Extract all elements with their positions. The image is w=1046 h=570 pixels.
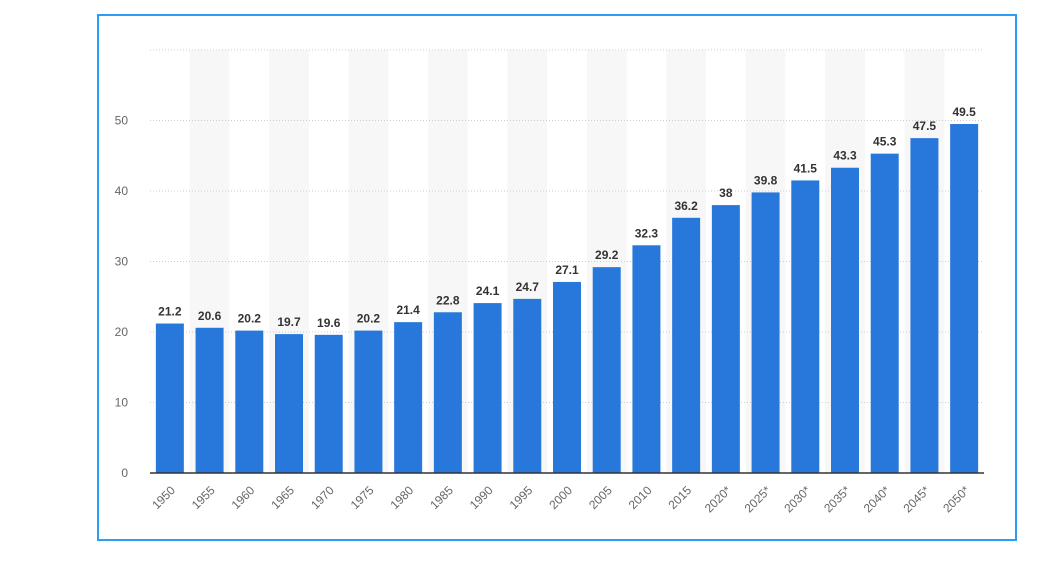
x-tick-label: 2000 [546,483,575,512]
bar [950,124,979,474]
bar-value-label: 22.8 [436,293,460,307]
bar-value-label: 39.8 [754,173,778,187]
bar-value-label: 32.3 [635,226,659,240]
bar-value-label: 20.2 [357,312,381,326]
bar-value-label: 24.1 [476,284,500,298]
x-tick-label: 1985 [427,483,456,512]
x-tick-label: 2030* [781,483,813,515]
bar-value-label: 27.1 [555,263,579,277]
y-tick-label: 50 [115,114,129,128]
bar-value-labels: 21.2 20.6 20.2 19.7 19.6 20.2 21.4 22.8 24.1 24.7… [158,105,976,330]
bar-value-label: 43.3 [833,149,857,163]
y-tick-label: 20 [115,325,129,339]
bar [513,298,542,473]
bar-value-label: 38 [719,186,733,200]
y-tick-label: 10 [115,396,129,410]
bar [672,217,701,473]
bar [433,312,462,473]
x-tick-label: 2015 [665,483,694,512]
bar-value-label: 19.7 [277,315,301,329]
bars [155,124,979,474]
bar-value-label: 45.3 [873,135,897,149]
bar-value-label: 36.2 [674,199,698,213]
y-tick-label: 0 [121,466,128,480]
bar-value-label: 49.5 [952,105,976,119]
y-tick-label: 30 [115,255,129,269]
bar-value-label: 24.7 [516,280,540,294]
x-tick-label: 2010 [626,483,655,512]
bar-value-label: 41.5 [794,161,818,175]
bar [870,153,899,473]
bar [394,322,423,473]
x-tick-label: 1955 [189,483,218,512]
x-tick-label: 1980 [387,483,416,512]
x-tick-label: 1990 [467,483,496,512]
bar-value-label: 47.5 [913,119,937,133]
bar [235,330,264,473]
x-axis-tick-labels: 1950 1955 1960 1965 1970 1975 1980 1985 1990 1995… [149,483,972,515]
x-tick-label: 1995 [507,483,536,512]
x-tick-label: 2045* [900,483,932,515]
bar [711,205,740,473]
x-tick-label: 2035* [821,483,853,515]
bar [155,323,184,473]
bar [275,334,303,473]
x-tick-label: 1975 [348,483,377,512]
x-tick-label: 2025* [742,483,774,515]
x-tick-label: 1970 [308,483,337,512]
bar [314,334,343,473]
bar-value-label: 21.2 [158,305,182,319]
bar-value-label: 19.6 [317,316,341,330]
bar [910,138,939,473]
x-tick-label: 2050* [940,483,972,515]
bar-value-label: 21.4 [396,303,420,317]
x-tick-label: 1950 [149,483,178,512]
y-tick-label: 40 [115,184,129,198]
bar [632,245,661,473]
bar [592,267,621,473]
bar-value-label: 29.2 [595,248,619,262]
bar [195,327,224,473]
bar [791,180,820,474]
y-axis-tick-labels: 0 10 20 30 40 50 [115,114,129,481]
bar [553,281,581,473]
x-tick-label: 2005 [586,483,615,512]
bar [751,192,780,473]
bar [831,167,859,474]
bar-value-label: 20.2 [238,312,262,326]
bar-value-label: 20.6 [198,309,222,323]
bar [473,303,502,473]
x-tick-label: 2040* [861,483,893,515]
x-tick-label: 1965 [268,483,297,512]
bar [354,330,383,473]
x-tick-label: 1960 [229,483,258,512]
x-tick-label: 2020* [702,483,734,515]
